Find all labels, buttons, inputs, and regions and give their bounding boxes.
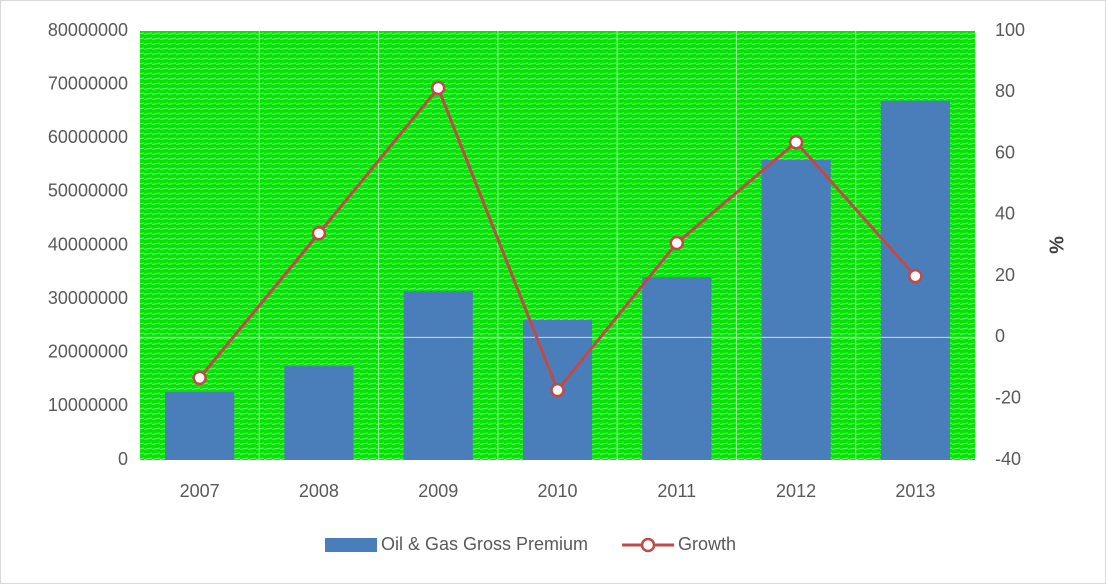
x-tick-label: 2007 <box>180 481 220 501</box>
marker <box>430 80 446 96</box>
y2-tick-label: 100 <box>995 20 1025 40</box>
y2-tick-label: 40 <box>995 204 1015 224</box>
y-tick-label: 60000000 <box>48 127 128 147</box>
y2-tick-label: -20 <box>995 387 1021 407</box>
y2-tick-label: 0 <box>995 326 1005 346</box>
x-tick-label: 2013 <box>895 481 935 501</box>
x-tick-label: 2009 <box>418 481 458 501</box>
y-tick-label: 0 <box>118 449 128 469</box>
marker <box>192 370 207 386</box>
y-tick-label: 10000000 <box>48 395 128 415</box>
marker <box>908 268 923 284</box>
x-tick-label: 2012 <box>776 481 816 501</box>
y-tick-label: 80000000 <box>48 20 128 40</box>
legend-label: Oil & Gas Gross Premium <box>381 534 588 554</box>
x-tick-label: 2010 <box>537 481 577 501</box>
y-tick-label: 50000000 <box>48 181 128 201</box>
legend-marker <box>640 537 656 553</box>
bar <box>165 391 235 460</box>
y2-tick-label: 60 <box>995 142 1015 162</box>
y2-axis-label: % <box>1046 236 1068 254</box>
y2-tick-label: 80 <box>995 81 1015 101</box>
y-tick-label: 40000000 <box>48 234 128 254</box>
marker <box>311 225 327 241</box>
bar <box>642 277 712 460</box>
marker <box>669 235 685 251</box>
y-tick-label: 20000000 <box>48 342 128 362</box>
marker <box>788 134 804 150</box>
legend-swatch <box>325 538 377 552</box>
y2-tick-label: -40 <box>995 449 1021 469</box>
bar <box>761 159 831 460</box>
legend-label: Growth <box>678 534 736 554</box>
y-tick-label: 30000000 <box>48 288 128 308</box>
bar <box>403 291 473 460</box>
marker <box>550 382 565 398</box>
x-tick-label: 2008 <box>299 481 339 501</box>
x-tick-label: 2011 <box>657 481 696 501</box>
y-tick-label: 70000000 <box>48 73 128 93</box>
y2-tick-label: 20 <box>995 265 1015 285</box>
bar <box>284 366 354 460</box>
